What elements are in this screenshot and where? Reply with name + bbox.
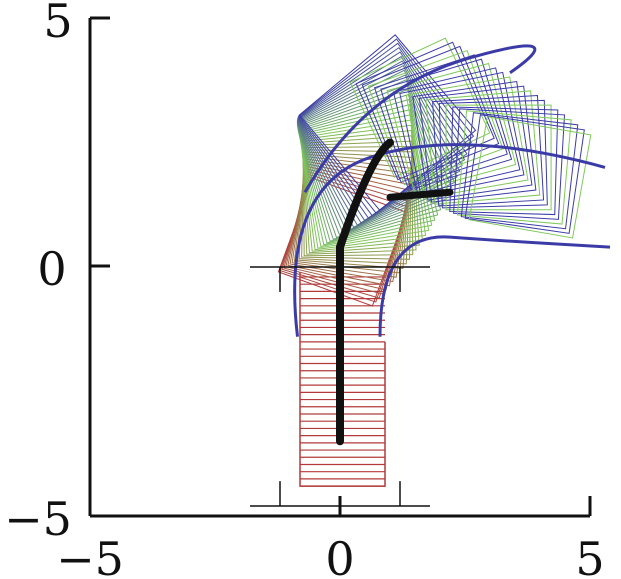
swing-frame-square xyxy=(449,106,559,216)
trajectory-path xyxy=(336,138,454,446)
y-tick-label-0: 0 xyxy=(37,242,66,296)
swing-frame-square xyxy=(464,114,585,234)
rotating-frame-square xyxy=(297,88,447,239)
rotating-frame-square xyxy=(298,34,477,211)
x-tick-label-5: 5 xyxy=(575,532,604,579)
swing-frame-square xyxy=(468,116,592,239)
swing-frame-square xyxy=(405,76,529,199)
rotating-frame-square xyxy=(298,103,439,244)
wheel-arc xyxy=(303,44,537,194)
trajectory-end-segment xyxy=(386,188,454,201)
straight-frame-outline xyxy=(299,271,386,487)
rotating-frame-square xyxy=(296,79,453,235)
swing-frame-square xyxy=(418,85,537,203)
swing-frame-square xyxy=(460,112,579,230)
x-tick-label-0: 0 xyxy=(325,532,354,579)
rotating-frame-square xyxy=(297,46,470,219)
swing-frame-square xyxy=(438,99,548,209)
rotating-frame-square xyxy=(296,55,466,224)
rotating-frame-square xyxy=(296,74,456,233)
swing-frame-square xyxy=(349,37,491,178)
swing-frame-square xyxy=(445,104,552,211)
x-tick-label-neg5: −5 xyxy=(56,532,124,579)
swing-frame-square xyxy=(367,49,504,186)
rotating-frame-square xyxy=(297,42,473,217)
rotating-frame-square xyxy=(300,124,427,251)
swing-frame-square xyxy=(399,71,525,197)
swing-frame-square xyxy=(432,95,545,207)
y-tick-label-neg5: −5 xyxy=(4,492,72,546)
rotating-frame-square xyxy=(297,98,442,242)
robot-frame-outlines xyxy=(277,34,611,487)
swing-frame-square xyxy=(386,62,517,193)
swing-frame-square xyxy=(392,67,521,195)
rotating-frame-square xyxy=(298,109,436,246)
rotating-frame-square xyxy=(296,64,461,228)
rotating-frame-square xyxy=(299,114,433,248)
rotating-frame-square xyxy=(296,60,463,226)
wheel-arc xyxy=(293,143,606,337)
swing-frame-square xyxy=(412,80,533,201)
y-tick-label-5: 5 xyxy=(43,0,72,48)
swing-frame-square xyxy=(355,41,495,181)
wheel-arc xyxy=(378,235,611,337)
swing-frame-square xyxy=(361,45,500,183)
swing-frame-square xyxy=(425,90,541,205)
swing-frame-square xyxy=(373,54,508,188)
trajectory-curved-segment xyxy=(336,138,394,252)
